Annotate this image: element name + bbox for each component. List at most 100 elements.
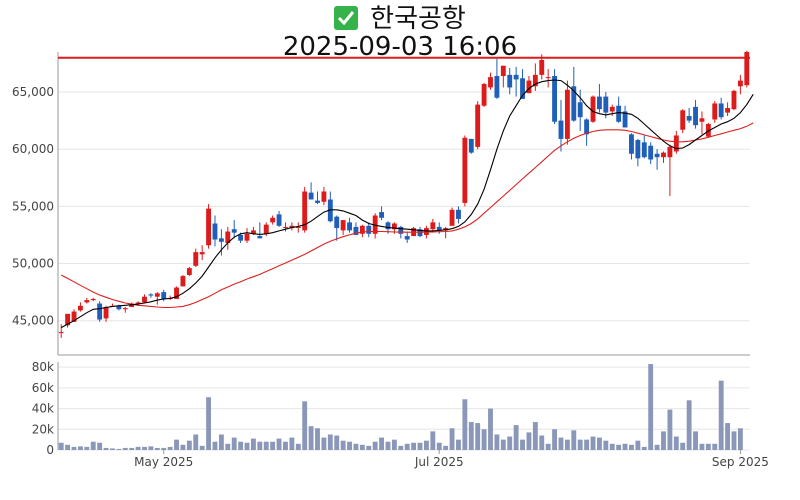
- volume-bar: [154, 447, 160, 450]
- volume-bar: [552, 429, 558, 450]
- candle-body: [737, 80, 743, 87]
- volume-bar: [532, 422, 538, 450]
- volume-bar: [385, 441, 391, 450]
- candle-body: [97, 303, 103, 320]
- candle-body: [520, 78, 525, 99]
- volume-bar: [315, 428, 320, 450]
- candle-body: [174, 287, 179, 299]
- candle-body: [616, 105, 622, 122]
- volume-bar: [199, 445, 205, 450]
- candle-body: [308, 192, 314, 200]
- volume-bar: [347, 441, 352, 450]
- volume-bar: [500, 439, 506, 450]
- candle-body: [180, 276, 186, 287]
- volume-bar: [520, 439, 525, 450]
- volume-bar: [417, 442, 423, 450]
- volume-bar: [225, 443, 231, 450]
- volume-bar: [526, 432, 532, 450]
- volume-bar: [276, 438, 282, 450]
- volume-bar: [244, 442, 250, 450]
- candle-body: [225, 231, 231, 243]
- candle-body: [629, 134, 634, 154]
- volume-bar: [122, 447, 128, 450]
- chart-title: 한국공항: [0, 0, 800, 35]
- volume-bar: [584, 439, 590, 450]
- volume-bar: [186, 440, 192, 450]
- volume-bar: [212, 441, 218, 450]
- price-tick-label: 50,000: [12, 257, 54, 271]
- candle-body: [270, 217, 276, 223]
- volume-bar: [411, 442, 417, 450]
- candle-body: [590, 96, 596, 122]
- volume-bar: [71, 446, 77, 450]
- candle-body: [686, 116, 692, 121]
- volume-bar: [321, 437, 327, 450]
- volume-bar: [90, 441, 96, 450]
- candle-body: [148, 294, 154, 296]
- candle-body: [321, 191, 327, 202]
- candle-body: [315, 200, 320, 203]
- volume-bar: [353, 443, 359, 450]
- candle-body: [712, 103, 718, 120]
- candle-body: [77, 305, 83, 311]
- volume-bar: [686, 400, 692, 450]
- price-tick-label: 45,000: [12, 314, 54, 328]
- candle-body: [468, 138, 474, 153]
- candle-body: [532, 74, 538, 87]
- candle-body: [90, 298, 96, 301]
- volume-bar: [507, 436, 513, 450]
- candle-body: [340, 220, 346, 231]
- candle-body: [673, 135, 679, 152]
- candle-body: [135, 302, 141, 304]
- volume-bar: [84, 446, 90, 450]
- candle-body: [385, 222, 391, 230]
- volume-tick-label: 80k: [32, 360, 54, 374]
- volume-bar: [302, 401, 308, 450]
- volume-bar: [481, 429, 487, 450]
- candle-body: [481, 84, 487, 106]
- volume-bar: [359, 444, 365, 450]
- volume-bar: [231, 437, 237, 450]
- candle-body: [545, 77, 551, 79]
- volume-bar: [327, 434, 333, 450]
- volume-bar: [539, 435, 545, 450]
- volume-bar: [635, 440, 641, 450]
- candle-body: [718, 103, 724, 118]
- candle-body: [488, 77, 493, 88]
- volume-bar: [462, 399, 468, 450]
- volume-bar: [135, 446, 141, 450]
- candle-body: [193, 252, 199, 266]
- volume-bar: [218, 434, 224, 450]
- volume-bar: [488, 408, 493, 450]
- stock-name: 한국공항: [370, 4, 466, 34]
- volume-bar: [590, 436, 596, 450]
- date-tick-label: May 2025: [134, 455, 193, 469]
- candle-body: [526, 80, 532, 94]
- candle-body: [398, 226, 404, 234]
- candle-body: [238, 234, 244, 241]
- volume-bar: [718, 380, 724, 450]
- volume-bar: [340, 440, 346, 450]
- candle-body: [635, 140, 641, 159]
- candle-body: [257, 236, 263, 239]
- volume-bar: [558, 437, 564, 450]
- volume-bar: [648, 364, 654, 450]
- candle-body: [84, 300, 90, 303]
- volume-bar: [436, 442, 442, 450]
- long-moving-average-line: [60, 122, 754, 309]
- candle-body: [142, 296, 147, 303]
- volume-bar: [603, 440, 609, 450]
- candle-body: [366, 225, 372, 234]
- volume-bar: [564, 439, 570, 450]
- volume-bar: [616, 444, 622, 450]
- candle-body: [65, 313, 71, 326]
- candle-body: [347, 222, 352, 231]
- volume-bar: [475, 423, 481, 450]
- volume-bar: [161, 447, 167, 450]
- volume-bar: [577, 439, 583, 450]
- volume-bar: [404, 443, 410, 450]
- volume-bar: [142, 446, 147, 450]
- volume-bar: [398, 445, 404, 450]
- volume-panel: 0 20k 40k 60k 80k May 2025 Jul 2025 Sep 2025: [32, 360, 769, 469]
